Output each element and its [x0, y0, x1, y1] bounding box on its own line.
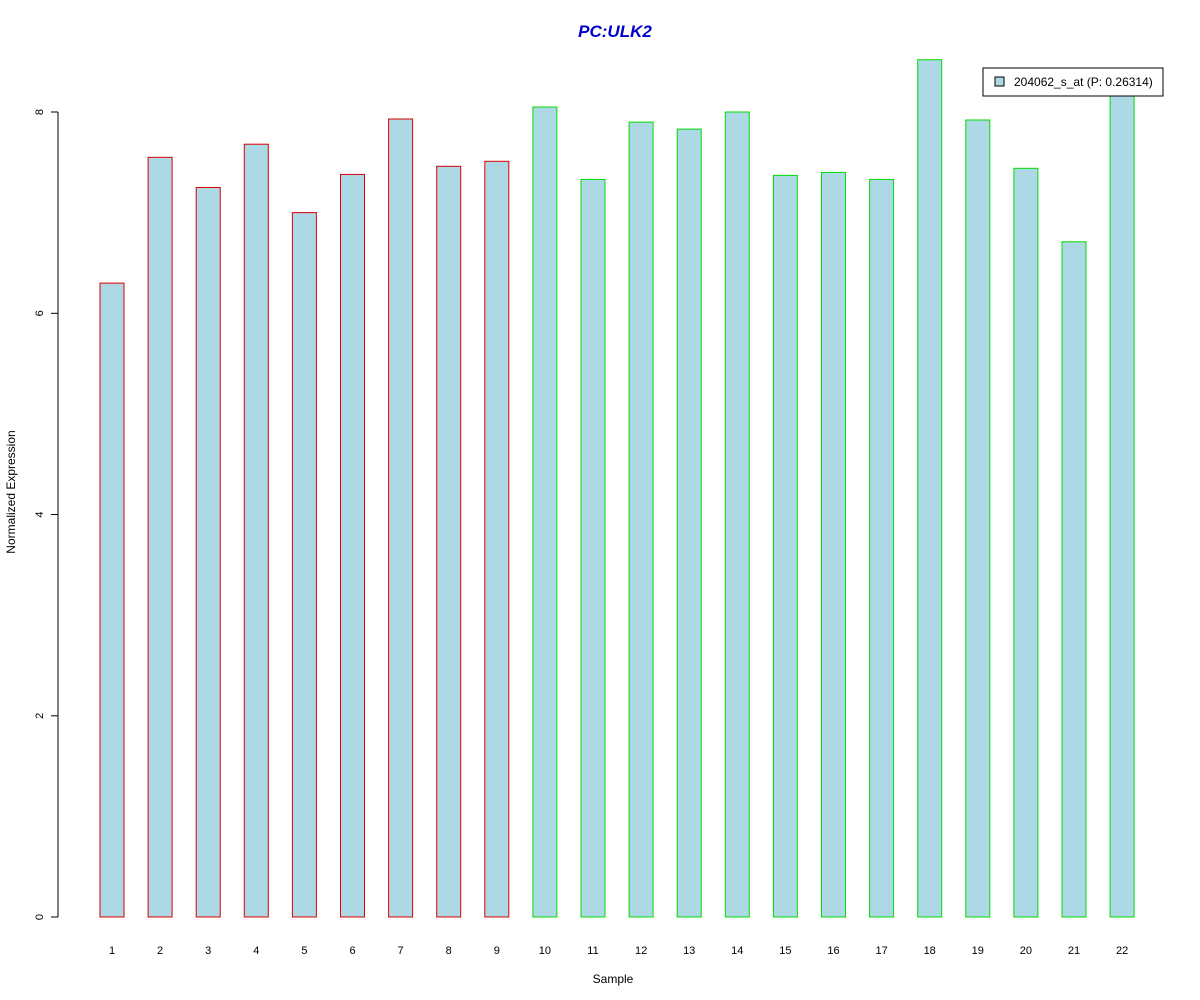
- bar-sample-18: [917, 59, 943, 918]
- x-tick-label: 13: [683, 945, 695, 957]
- bar-sample-4: [243, 143, 269, 918]
- legend-label: 204062_s_at (P: 0.26314): [1014, 75, 1153, 89]
- x-tick-label: 20: [1020, 945, 1032, 957]
- x-tick-label: 11: [587, 945, 598, 957]
- bar-sample-1: [99, 282, 125, 918]
- x-tick-label: 6: [349, 945, 355, 957]
- y-tick-label: 2: [34, 713, 46, 719]
- x-tick-labels: 1 2 3 4 5 6 7 8 9 10 11 12 13 14 15 16 17 18 19 20 21 22: [109, 945, 1128, 957]
- y-tick-label: 8: [34, 109, 46, 115]
- x-tick-label: 3: [205, 945, 211, 957]
- x-tick-label: 8: [446, 945, 452, 957]
- y-axis-label: Normalized Expression: [4, 430, 18, 553]
- y-tick-label: 6: [34, 310, 46, 316]
- y-tick-label: 0: [34, 914, 46, 920]
- x-tick-label: 7: [398, 945, 404, 957]
- legend-box: [982, 67, 1164, 97]
- bar-sample-14: [724, 111, 750, 918]
- x-tick-label: 4: [253, 945, 259, 957]
- bar-sample-5: [291, 212, 317, 918]
- bar-sample-12: [628, 121, 654, 918]
- x-tick-label: 22: [1116, 945, 1128, 957]
- x-tick-label: 9: [494, 945, 500, 957]
- x-tick-label: 15: [779, 945, 791, 957]
- bar-sample-17: [869, 178, 895, 918]
- bar-sample-3: [195, 187, 221, 918]
- bar-sample-20: [1013, 167, 1039, 918]
- x-axis-label: Sample: [593, 972, 634, 986]
- legend: 204062_s_at (P: 0.26314): [982, 67, 1164, 97]
- x-tick-label: 17: [875, 945, 887, 957]
- bar-sample-21: [1061, 241, 1087, 918]
- x-tick-label: 10: [539, 945, 551, 957]
- bar-sample-15: [772, 174, 798, 918]
- x-tick-label: 5: [301, 945, 307, 957]
- x-tick-label: 21: [1068, 945, 1080, 957]
- x-tick-label: 1: [109, 945, 115, 957]
- x-tick-label: 18: [924, 945, 936, 957]
- bar-sample-10: [532, 106, 558, 918]
- bar-sample-9: [484, 160, 510, 918]
- bar-sample-16: [821, 171, 846, 918]
- bar-sample-6: [340, 173, 365, 918]
- x-tick-label: 12: [635, 945, 647, 957]
- x-tick-label: 16: [827, 945, 839, 957]
- legend-swatch: [994, 76, 1005, 87]
- bar-sample-7: [388, 118, 414, 918]
- y-axis: 0 2 4 6 8: [34, 109, 59, 920]
- x-tick-label: 2: [157, 945, 163, 957]
- bar-sample-8: [436, 165, 462, 918]
- bar-sample-19: [965, 119, 991, 918]
- x-tick-label: 19: [972, 945, 984, 957]
- bar-sample-13: [676, 128, 702, 918]
- bars-group: [99, 59, 1135, 918]
- bar-sample-11: [580, 178, 606, 918]
- bar-sample-2: [147, 156, 173, 918]
- chart-title: PC:ULK2: [578, 22, 652, 41]
- bar-sample-22: [1109, 91, 1135, 918]
- y-tick-label: 4: [34, 511, 46, 517]
- x-tick-label: 14: [731, 945, 743, 957]
